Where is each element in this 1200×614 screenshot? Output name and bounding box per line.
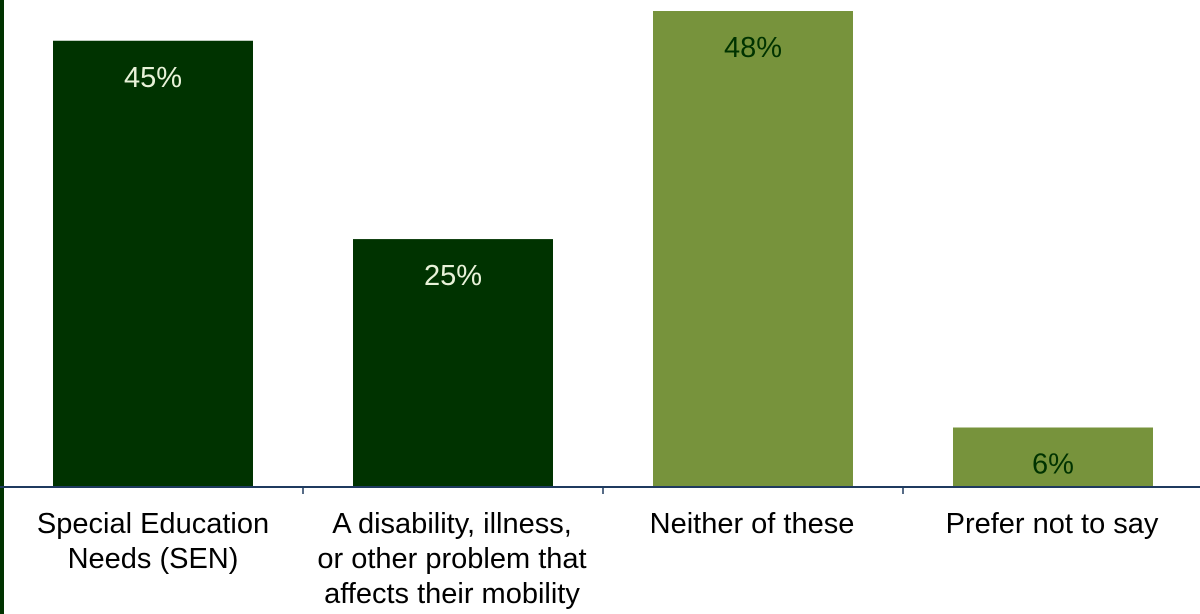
category-label-prefer-not: Prefer not to say [945, 508, 1159, 540]
category-label-sen: Special Education Needs (SEN) [36, 508, 270, 575]
bar-disability [353, 239, 553, 487]
data-label-disability: 25% [424, 260, 482, 292]
data-label-neither: 48% [724, 32, 782, 64]
left-border-stripe [0, 0, 4, 614]
data-label-prefer-not: 6% [1032, 449, 1074, 481]
bar-sen [53, 40, 253, 487]
category-label-disability: A disability, illness, or other problem … [317, 508, 587, 610]
bar-neither [653, 11, 853, 487]
bar-prefer-not [953, 427, 1153, 487]
category-label-neither: Neither of these [649, 508, 855, 540]
data-label-sen: 45% [124, 62, 182, 94]
